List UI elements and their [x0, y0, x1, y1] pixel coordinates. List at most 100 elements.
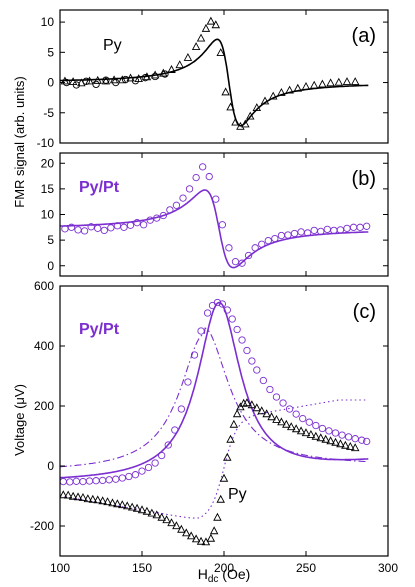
- data-point-triangle: [282, 419, 291, 428]
- data-point-circle: [284, 231, 292, 239]
- data-point-triangle: [318, 79, 327, 88]
- data-point-triangle: [88, 494, 98, 503]
- data-point-triangle: [326, 436, 335, 445]
- data-point-circle: [238, 259, 246, 267]
- data-point-circle: [112, 475, 120, 483]
- data-point-circle: [179, 194, 187, 202]
- data-point-triangle: [201, 23, 211, 32]
- x-tick-label: 200: [214, 561, 234, 575]
- data-point-circle: [72, 477, 81, 485]
- data-point-triangle: [186, 531, 196, 540]
- data-point-triangle: [191, 534, 201, 543]
- data-point-circle: [310, 226, 318, 235]
- data-point-circle: [272, 393, 281, 401]
- data-point-circle: [105, 476, 113, 484]
- data-point-circle: [87, 223, 95, 231]
- data-point-circle: [243, 346, 251, 355]
- data-point-triangle: [162, 515, 171, 524]
- panel-b: 0 5 10 15 20 (b) Py/Pt: [41, 152, 389, 277]
- y-tick-label: -5: [43, 106, 54, 120]
- data-point-circle: [312, 421, 320, 430]
- x-axis-label: Hdc (Oe): [198, 566, 251, 585]
- data-point-circle: [185, 185, 194, 193]
- data-point-circle: [336, 226, 345, 234]
- data-point-triangle: [341, 440, 350, 449]
- data-point-triangle: [83, 494, 93, 503]
- x-tick-label: 100: [50, 561, 70, 575]
- data-point-circle: [356, 223, 364, 231]
- data-point-circle: [225, 244, 233, 252]
- y-tick-label: 5: [47, 45, 54, 59]
- data-point-triangle: [242, 398, 252, 407]
- data-point-triangle: [206, 533, 216, 542]
- data-point-triangle: [326, 78, 335, 87]
- y-tick-label: 400: [34, 339, 54, 353]
- data-point-circle: [363, 222, 371, 230]
- data-point-circle: [290, 229, 299, 238]
- data-point-triangle: [209, 526, 219, 535]
- y-tick-label: 10: [41, 15, 55, 29]
- data-point-triangle: [182, 528, 191, 537]
- data-point-circle: [297, 228, 305, 236]
- data-point-circle: [151, 72, 159, 81]
- x-tick-label: 300: [378, 561, 398, 575]
- data-point-circle: [363, 437, 371, 446]
- data-point-triangle: [306, 430, 316, 438]
- panel-label: (a): [352, 25, 376, 47]
- data-point-triangle: [223, 452, 232, 461]
- data-point-triangle: [229, 419, 239, 428]
- data-point-circle: [100, 226, 108, 235]
- data-point-circle: [343, 224, 351, 232]
- y-axis-label-voltage-a: Voltage (: [12, 404, 27, 456]
- data-point-triangle: [73, 492, 83, 501]
- data-point-circle: [248, 357, 256, 365]
- data-point-circle: [72, 81, 81, 89]
- data-point-circle: [121, 75, 130, 84]
- data-point-circle: [331, 429, 340, 437]
- data-point-triangle: [147, 508, 157, 517]
- panel-label: (b): [352, 168, 376, 190]
- data-point-triangle: [122, 501, 132, 510]
- data-point-triangle: [93, 495, 102, 504]
- data-point-triangle: [167, 518, 176, 527]
- data-point-circle: [164, 441, 172, 449]
- data-point-triangle: [257, 406, 266, 415]
- data-point-triangle: [68, 491, 78, 500]
- data-point-circle: [92, 477, 100, 485]
- data-point-triangle: [118, 75, 127, 84]
- plot-area: [60, 163, 371, 269]
- y-axis-label-fmr: FMR signal (arb. units): [12, 76, 27, 207]
- y-tick-label: 15: [41, 182, 55, 196]
- data-point-triangle: [309, 80, 319, 89]
- data-point-triangle: [296, 426, 306, 435]
- data-point-circle: [92, 80, 100, 89]
- x-axis-label-main: H: [198, 566, 208, 582]
- y-tick-label: 10: [41, 208, 55, 222]
- y-tick-label: -200: [30, 519, 54, 533]
- x-axis-label-sub: dc: [208, 574, 219, 585]
- y-tick-label: 200: [34, 399, 54, 413]
- data-point-circle: [131, 471, 140, 479]
- data-point-circle: [144, 463, 153, 472]
- sample-label-pypt: Py/Pt: [79, 179, 120, 196]
- data-point-triangle: [157, 512, 166, 521]
- data-point-circle: [141, 74, 149, 82]
- fit-curve-voltage_pypt: [60, 301, 369, 479]
- data-point-triangle: [211, 20, 221, 29]
- sample-label-pypt: Py/Pt: [79, 321, 120, 338]
- data-point-circle: [299, 414, 307, 423]
- data-point-triangle: [98, 496, 107, 505]
- data-point-circle: [190, 351, 199, 359]
- data-point-triangle: [221, 87, 230, 96]
- data-point-triangle: [191, 42, 201, 50]
- y-axis-label-voltage: Voltage (μV): [12, 384, 27, 456]
- data-point-triangle: [216, 494, 225, 503]
- y-tick-label: 0: [47, 259, 54, 273]
- data-point-circle: [98, 476, 107, 485]
- data-point-triangle: [101, 76, 111, 85]
- data-point-triangle: [63, 490, 73, 499]
- data-point-triangle: [177, 524, 186, 533]
- data-point-circle: [349, 223, 358, 231]
- data-point-triangle: [268, 91, 278, 100]
